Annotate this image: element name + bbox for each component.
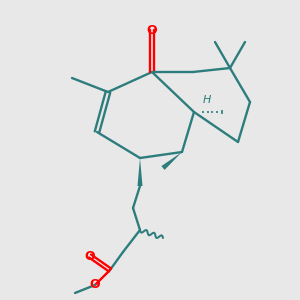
Text: O: O bbox=[90, 278, 100, 292]
Text: H: H bbox=[203, 95, 211, 105]
Text: O: O bbox=[85, 250, 95, 262]
Polygon shape bbox=[137, 158, 142, 186]
Polygon shape bbox=[161, 152, 182, 170]
Text: O: O bbox=[147, 23, 157, 37]
